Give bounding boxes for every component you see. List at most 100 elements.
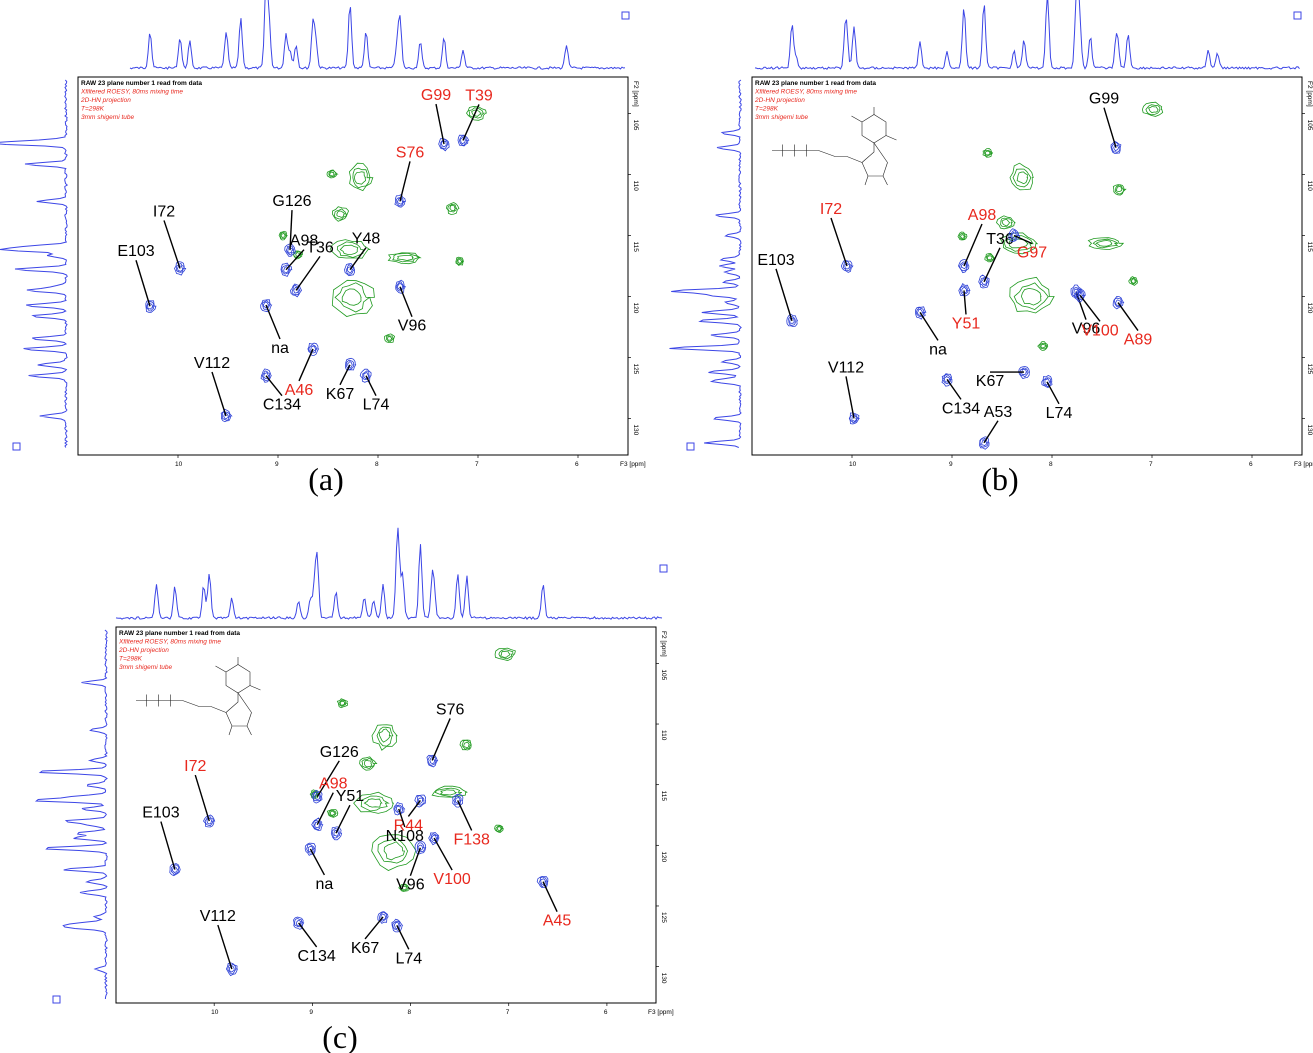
positive-peak-contour bbox=[329, 171, 336, 177]
peak-label: L74 bbox=[395, 950, 422, 967]
peak-G97 bbox=[1011, 231, 1017, 239]
peak-S76 bbox=[397, 197, 404, 205]
positive-peak-contour bbox=[1039, 342, 1048, 350]
positive-peak-contour bbox=[331, 206, 350, 222]
peak-leader-line bbox=[135, 260, 151, 307]
nmr-panel-3: RAW 23 plane number 1 read from data Xfil… bbox=[34, 527, 674, 1053]
peak-leader-line bbox=[542, 881, 558, 913]
peak-label: G126 bbox=[272, 193, 311, 210]
peak-label: L74 bbox=[363, 397, 390, 414]
peak-label: C134 bbox=[263, 397, 301, 414]
positive-peak-contour bbox=[497, 826, 503, 832]
peak-I72 bbox=[206, 817, 213, 825]
positive-peak-contour bbox=[996, 215, 1016, 230]
positive-peak-contour bbox=[371, 834, 417, 871]
positive-peak-contour bbox=[359, 756, 378, 771]
y-tick-label: 120 bbox=[660, 851, 667, 862]
peak-label: G99 bbox=[1089, 91, 1119, 108]
ligand-bond bbox=[851, 107, 897, 141]
peak-leader-line bbox=[163, 220, 181, 269]
positive-peak-contour bbox=[338, 699, 347, 707]
peak-V112 bbox=[221, 411, 231, 421]
peak-Y48 bbox=[344, 263, 355, 277]
peak-A46 bbox=[308, 344, 318, 354]
peak-E103 bbox=[146, 301, 155, 312]
positive-peak-contour bbox=[379, 728, 392, 743]
peak-leader-line bbox=[339, 364, 351, 386]
peak-label: F138 bbox=[453, 831, 490, 848]
peak-E103 bbox=[170, 864, 180, 876]
peak-leader-line bbox=[289, 210, 293, 251]
peak-leader-line bbox=[298, 922, 318, 948]
peak-na bbox=[915, 307, 925, 318]
peak-label: T36 bbox=[306, 239, 334, 256]
peak-leader-line bbox=[335, 804, 351, 834]
peak-leader-line bbox=[775, 268, 793, 322]
spectrum-condition: 2D-HN projection bbox=[754, 97, 805, 104]
positive-peak-contour bbox=[1037, 341, 1049, 351]
peak-G126 bbox=[285, 245, 295, 256]
positive-peak-contour bbox=[468, 107, 485, 119]
y-tick-label: 120 bbox=[1306, 302, 1313, 313]
peak-leader-line bbox=[316, 792, 334, 826]
positive-peak-contour bbox=[360, 795, 390, 812]
peak-A98 bbox=[959, 261, 969, 272]
peak-label: A98 bbox=[290, 233, 319, 250]
peak-leader-line bbox=[462, 104, 480, 141]
positive-peak-contour bbox=[333, 208, 348, 220]
positive-peak-contour bbox=[396, 255, 414, 261]
peak-label: A98 bbox=[319, 776, 348, 793]
positive-peak-contour bbox=[328, 170, 337, 178]
spectrum-title: RAW 23 plane number 1 read from data bbox=[119, 630, 240, 637]
peak-leader-line bbox=[1013, 234, 1033, 245]
nmr-panel-2: RAW 23 plane number 1 read from data Xfil… bbox=[669, 0, 1313, 497]
plot-frame bbox=[115, 626, 657, 1004]
peak-S76 bbox=[429, 757, 435, 765]
peak-leader-line bbox=[1079, 294, 1101, 322]
peak-leader-line bbox=[365, 375, 377, 397]
peak-G99 bbox=[440, 141, 447, 148]
positive-peak-contour bbox=[1012, 168, 1032, 188]
plot-frame bbox=[751, 76, 1303, 456]
positive-peak-contour bbox=[1148, 105, 1159, 114]
peak-leader-line bbox=[316, 760, 340, 798]
y-tick-label: 125 bbox=[1306, 363, 1313, 374]
peak-I72 bbox=[844, 263, 850, 270]
positive-peak-contour bbox=[999, 232, 1039, 255]
positive-peak-contour bbox=[984, 253, 996, 263]
peak-T39 bbox=[460, 137, 466, 145]
peak-leader-line bbox=[435, 103, 445, 145]
projection-marker bbox=[621, 11, 630, 20]
positive-peak-contour bbox=[1114, 184, 1125, 195]
projection-marker bbox=[1293, 11, 1302, 20]
peak-label: Y48 bbox=[352, 231, 381, 248]
positive-peak-contour bbox=[336, 210, 346, 218]
x-tick-label: 8 bbox=[375, 461, 379, 468]
peak-G99 bbox=[1111, 142, 1121, 153]
peak-leader-line bbox=[433, 837, 453, 871]
peak-T36 bbox=[979, 276, 989, 287]
y-tick-label: 105 bbox=[632, 120, 639, 131]
peak-label: V112 bbox=[828, 359, 864, 376]
peak-leader-line bbox=[298, 348, 314, 382]
peak-label: K67 bbox=[326, 386, 355, 403]
x-tick-label: 10 bbox=[211, 1009, 219, 1016]
positive-peak-contour bbox=[361, 757, 376, 769]
peak-G99 bbox=[440, 139, 449, 150]
peak-C134 bbox=[942, 374, 952, 385]
spectrum-condition: 3mm shigemi tube bbox=[755, 114, 808, 121]
peak-label: K67 bbox=[351, 940, 380, 957]
peak-R44 bbox=[416, 795, 425, 806]
peak-leader-line bbox=[265, 375, 283, 397]
peak-leader-line bbox=[946, 378, 962, 400]
positive-peak-contour bbox=[983, 149, 993, 157]
peak-E103 bbox=[172, 866, 179, 873]
peak-label: E103 bbox=[757, 252, 794, 269]
peak-K67 bbox=[345, 359, 355, 371]
y-tick-label: 115 bbox=[632, 242, 639, 253]
peak-label: V112 bbox=[200, 908, 236, 925]
x-tick-label: 7 bbox=[506, 1009, 510, 1016]
peak-label: V96 bbox=[396, 877, 425, 894]
positive-peak-contour bbox=[466, 105, 487, 121]
